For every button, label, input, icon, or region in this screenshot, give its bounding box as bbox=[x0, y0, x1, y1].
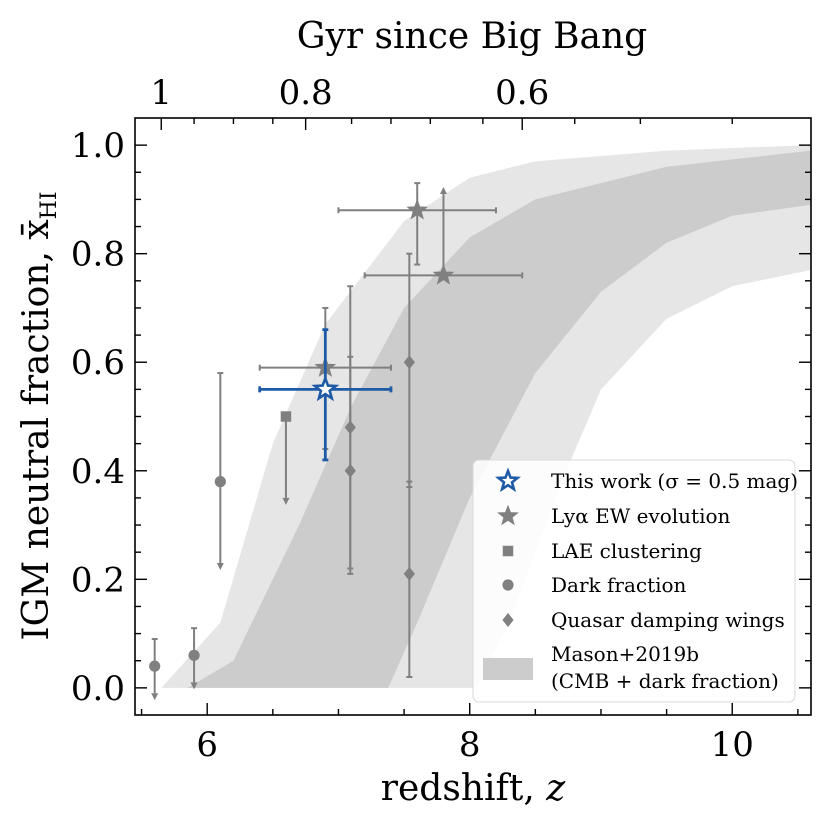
legend-markers bbox=[483, 467, 533, 680]
y-tick-label: 0.6 bbox=[71, 343, 125, 383]
legend-band-swatch bbox=[483, 658, 533, 680]
plot-frame bbox=[134, 117, 812, 716]
y-tick-label: 0.8 bbox=[71, 235, 125, 275]
legend-frame bbox=[472, 459, 796, 703]
x-tick-label: 8 bbox=[459, 725, 481, 765]
data-point bbox=[149, 638, 161, 701]
data-point bbox=[344, 355, 356, 575]
bands-layer bbox=[148, 134, 812, 688]
diamond-marker bbox=[403, 566, 415, 581]
legend: This work (σ = 0.5 mag) Lyα EW evolution… bbox=[472, 459, 798, 703]
top-tick-label: 1 bbox=[150, 73, 172, 113]
y-tick-labels: 0.0 0.2 0.4 0.6 0.8 1.0 bbox=[71, 126, 125, 709]
legend-entry-dark-fraction: Dark fraction bbox=[551, 573, 687, 597]
star-marker bbox=[432, 263, 455, 285]
legend-star-open-marker bbox=[494, 467, 522, 493]
data-point bbox=[363, 186, 524, 285]
data-point bbox=[188, 627, 200, 690]
y-tick-label: 1.0 bbox=[71, 126, 125, 166]
star-marker bbox=[406, 198, 429, 220]
diamond-marker bbox=[403, 355, 415, 370]
top-tick-labels: 1 0.8 0.6 bbox=[150, 73, 549, 113]
legend-entry-mason: Mason+2019b bbox=[551, 642, 699, 666]
y-tick-label: 0.2 bbox=[71, 560, 125, 600]
top-tick-label: 0.8 bbox=[279, 73, 333, 113]
y-axis-label: IGM neutral fraction, x̄HI bbox=[16, 191, 62, 640]
x-tick-label: 6 bbox=[196, 725, 218, 765]
y-axis-label-sub: HI bbox=[37, 191, 62, 219]
data-point bbox=[337, 182, 497, 266]
limit-arrow bbox=[439, 186, 447, 194]
legend-diamond-marker bbox=[502, 613, 514, 627]
ticks-layer bbox=[135, 118, 811, 715]
legend-entry-mason-sub: (CMB + dark fraction) bbox=[551, 669, 779, 693]
x-tick-label: 10 bbox=[711, 725, 754, 765]
y-tick-label: 0.4 bbox=[71, 452, 125, 492]
x-tick-labels: 6 8 10 bbox=[196, 725, 754, 765]
data-point bbox=[214, 372, 226, 571]
diamond-marker bbox=[344, 463, 356, 478]
legend-entry-lya-ew: Lyα EW evolution bbox=[551, 504, 731, 528]
legend-entry-damping-wings: Quasar damping wings bbox=[551, 608, 785, 632]
band-inner bbox=[187, 134, 811, 688]
limit-arrow bbox=[216, 563, 224, 571]
data-point bbox=[258, 328, 393, 462]
top-tick-label: 0.6 bbox=[495, 73, 549, 113]
top-axis-label: Gyr since Big Bang bbox=[297, 16, 647, 57]
limit-arrow bbox=[282, 497, 290, 505]
series-2 bbox=[280, 411, 292, 505]
series-4 bbox=[344, 252, 415, 679]
legend-star-marker bbox=[497, 504, 519, 526]
y-axis-label-main: IGM neutral fraction, x̄ bbox=[16, 219, 57, 640]
square-marker bbox=[280, 411, 292, 422]
circle-marker bbox=[188, 649, 200, 661]
star-open-marker bbox=[311, 374, 340, 402]
x-axis-label-variable: z bbox=[535, 768, 566, 809]
data-point bbox=[280, 411, 292, 505]
legend-entry-this-work: This work (σ = 0.5 mag) bbox=[551, 469, 798, 493]
x-axis-label: redshift, z bbox=[381, 768, 566, 809]
data-point bbox=[403, 480, 415, 679]
y-tick-label: 0.0 bbox=[71, 669, 125, 709]
limit-arrow bbox=[190, 682, 198, 690]
circle-marker bbox=[214, 476, 226, 488]
series-3 bbox=[149, 372, 226, 701]
circle-marker bbox=[149, 660, 161, 672]
series-0 bbox=[258, 328, 393, 462]
legend-entry-lae-clustering: LAE clustering bbox=[551, 539, 702, 563]
legend-square-marker bbox=[502, 545, 514, 557]
legend-circle-marker bbox=[502, 579, 514, 591]
limit-arrow bbox=[151, 693, 159, 701]
points-layer bbox=[149, 182, 524, 701]
